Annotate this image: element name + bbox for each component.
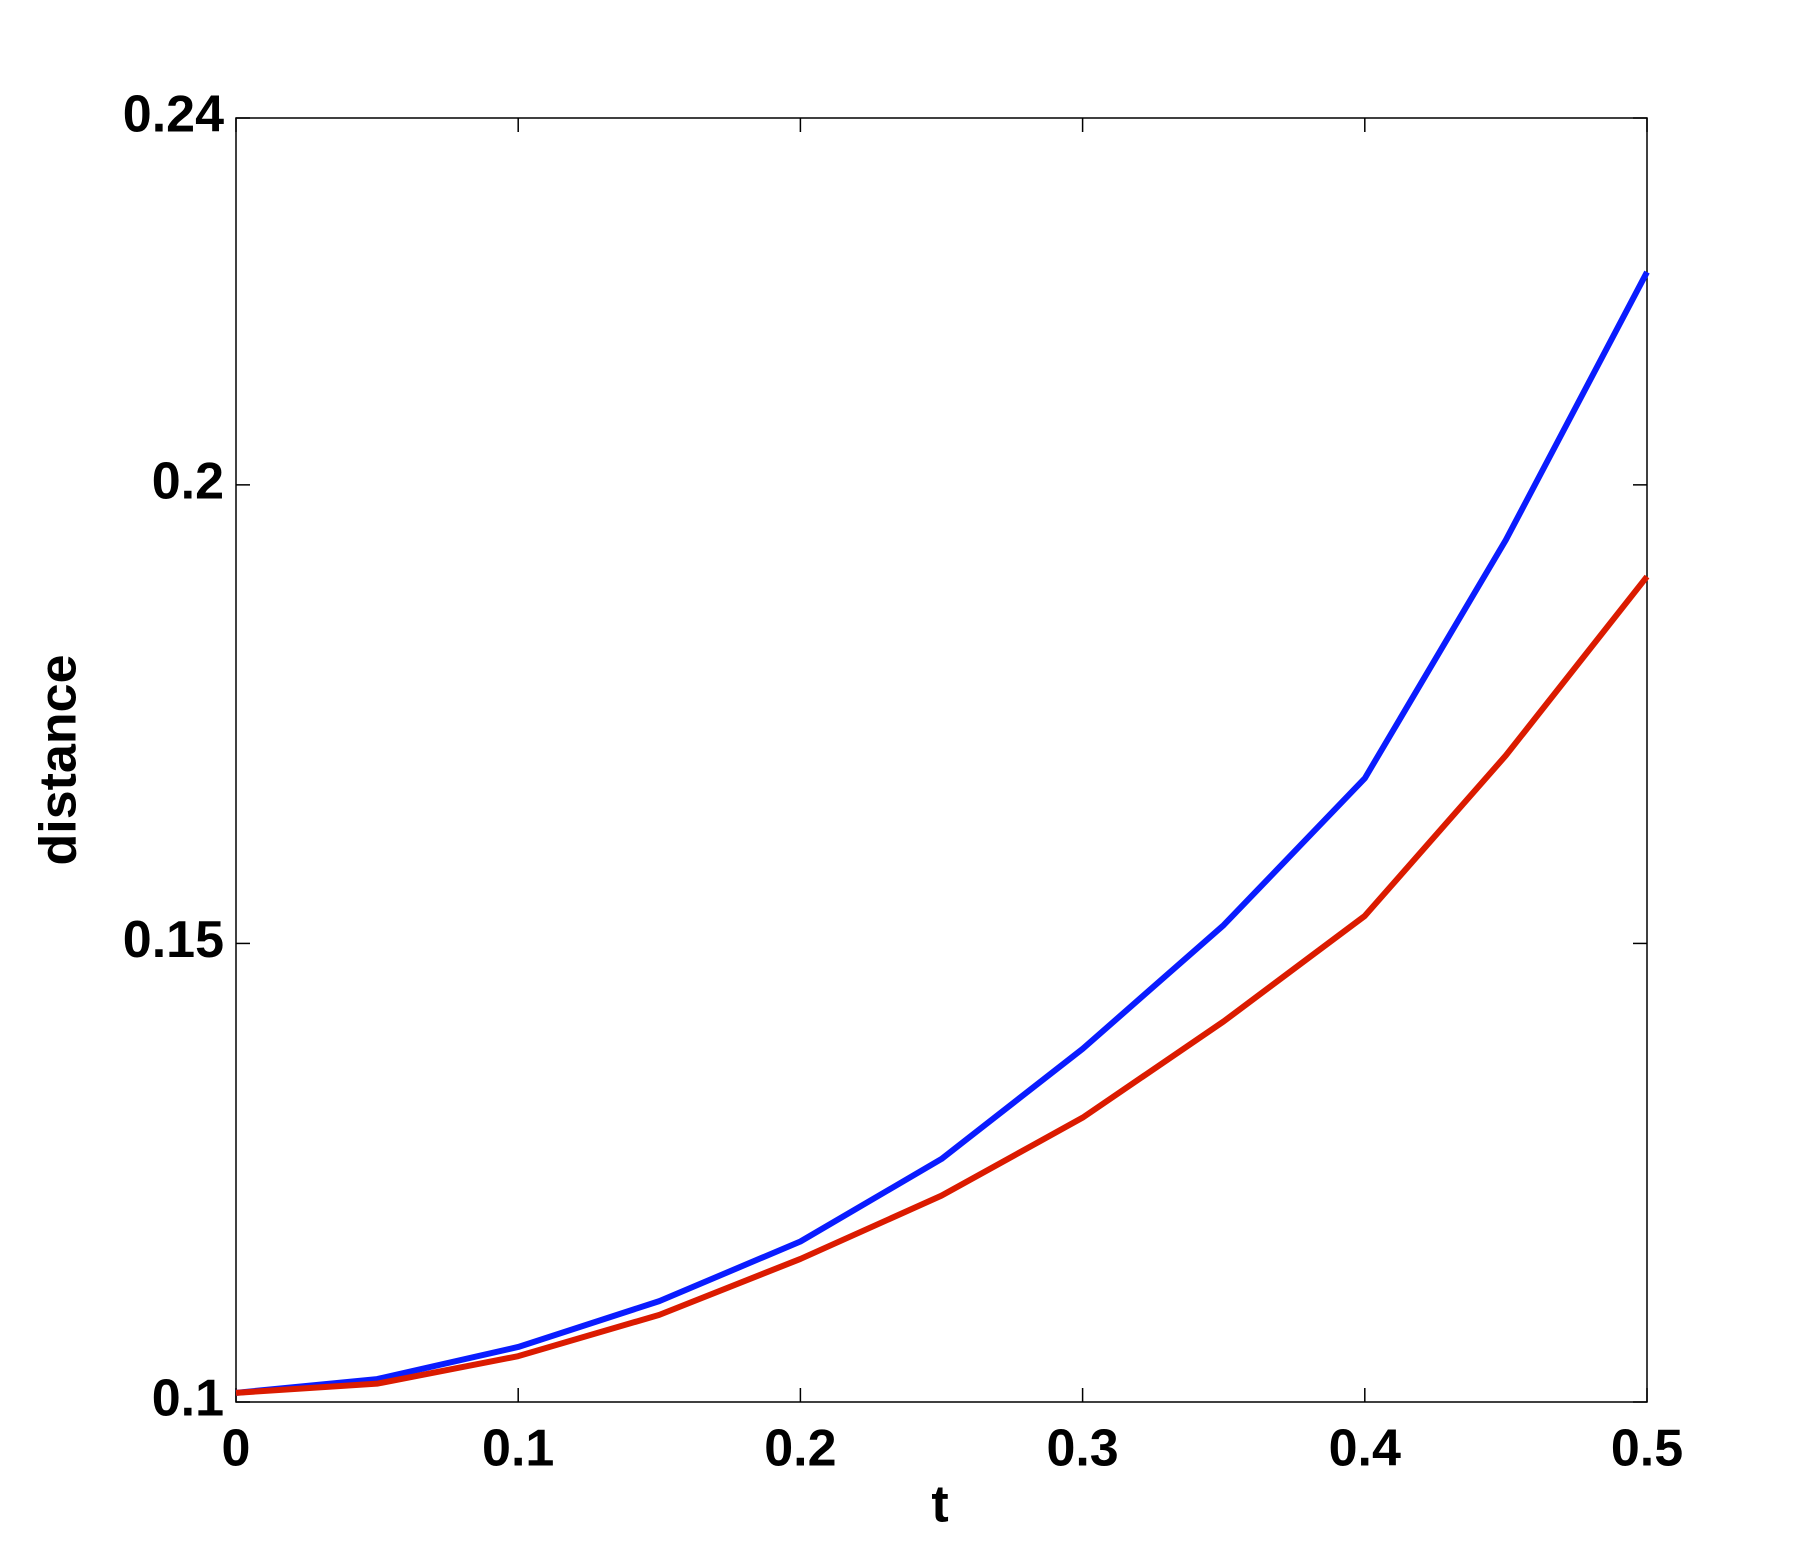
- x-tick-label: 0.1: [482, 1420, 554, 1478]
- line: [235, 574, 1650, 1396]
- plot-frame: [235, 117, 1648, 1403]
- y-tick-label: 0.24: [123, 86, 224, 144]
- y-tick-label: 0.1: [152, 1370, 224, 1428]
- y-tick-label: 0.2: [152, 453, 224, 511]
- x-axis-label: t: [931, 1476, 948, 1534]
- x-tick-label: 0.5: [1611, 1420, 1683, 1478]
- x-tick-label: 0: [222, 1420, 251, 1478]
- line: [235, 270, 1650, 1396]
- x-tick-label: 0.4: [1329, 1420, 1401, 1478]
- y-axis-label: distance: [30, 655, 88, 866]
- y-tick-label: 0.15: [123, 911, 224, 969]
- x-tick-label: 0.2: [764, 1420, 836, 1478]
- x-tick-label: 0.3: [1046, 1420, 1118, 1478]
